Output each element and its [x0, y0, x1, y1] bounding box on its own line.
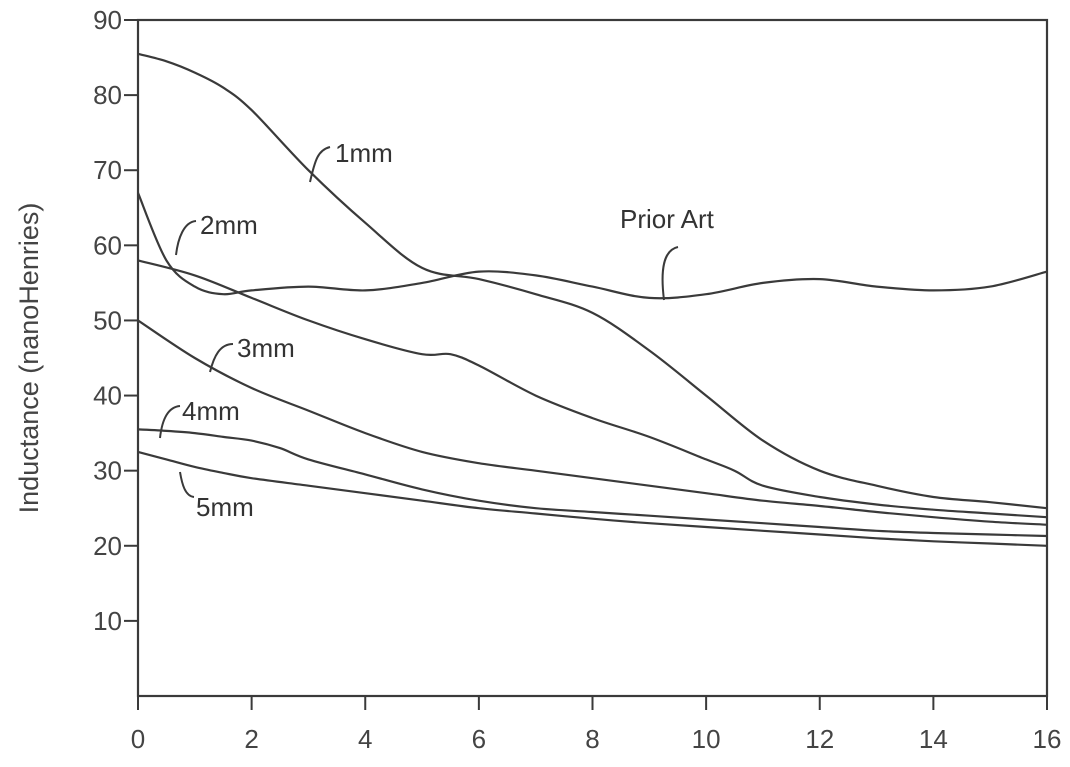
- series-label-prior-art: Prior Art: [620, 204, 715, 234]
- x-tick-label-2: 4: [358, 724, 372, 754]
- y-tick-label-7: 80: [93, 80, 122, 110]
- leader-5mm: [179, 471, 195, 498]
- y-tick-label-4: 50: [93, 305, 122, 335]
- series-label-3mm: 3mm: [237, 333, 295, 363]
- x-tick-label-3: 6: [472, 724, 486, 754]
- series-line-5mm: [137, 450, 1048, 547]
- leader-3mm: [209, 343, 234, 373]
- leader-prior-art: [661, 246, 679, 301]
- series-label-4mm: 4mm: [182, 396, 240, 426]
- y-tick-label-2: 30: [93, 456, 122, 486]
- series-line-prior-art: [136, 192, 1048, 300]
- series-line-3mm: [137, 319, 1048, 526]
- y-tick-label-6: 70: [93, 155, 122, 185]
- x-tick-label-8: 16: [1033, 724, 1062, 754]
- x-tick-label-4: 8: [585, 724, 599, 754]
- leader-1mm: [309, 146, 331, 183]
- y-tick-label-1: 20: [93, 531, 122, 561]
- x-tick-label-5: 10: [692, 724, 721, 754]
- series-line-4mm: [137, 428, 1048, 538]
- x-tick-label-1: 2: [244, 724, 258, 754]
- labels-layer: 1mm Prior Art 2mm 3mm 4mm 5mm: [159, 138, 715, 522]
- series-line-1mm: [137, 52, 1048, 510]
- y-tick-label-0: 10: [93, 606, 122, 636]
- y-tick-label-5: 60: [93, 230, 122, 260]
- series-label-5mm: 5mm: [196, 492, 254, 522]
- x-tick-label-6: 12: [805, 724, 834, 754]
- series-label-2mm: 2mm: [200, 210, 258, 240]
- y-tick-label-8: 90: [93, 5, 122, 35]
- y-tick-label-3: 40: [93, 381, 122, 411]
- x-tick-label-0: 0: [131, 724, 145, 754]
- leader-4mm: [159, 405, 181, 439]
- ticks-layer: 0 2 4 6 8 10 12 14 16 10 20 30 40 50 60 70 80 90: [93, 5, 1061, 754]
- x-tick-label-7: 14: [919, 724, 948, 754]
- y-axis-title: Inductance (nanoHenries): [14, 203, 44, 514]
- curves-layer: [136, 52, 1048, 547]
- series-line-2mm: [137, 259, 1048, 519]
- leader-2mm: [175, 220, 197, 256]
- series-label-1mm: 1mm: [335, 138, 393, 168]
